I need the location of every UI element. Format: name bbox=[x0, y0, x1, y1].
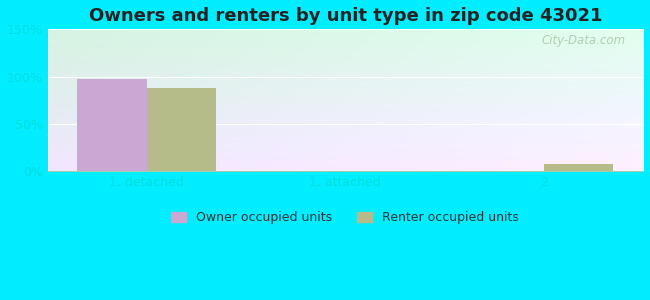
Bar bbox=[544, 164, 614, 171]
Bar bbox=[77, 80, 147, 171]
Legend: Owner occupied units, Renter occupied units: Owner occupied units, Renter occupied un… bbox=[166, 206, 525, 229]
Text: City-Data.com: City-Data.com bbox=[541, 34, 625, 46]
Bar bbox=[147, 88, 216, 171]
Title: Owners and renters by unit type in zip code 43021: Owners and renters by unit type in zip c… bbox=[88, 7, 602, 25]
